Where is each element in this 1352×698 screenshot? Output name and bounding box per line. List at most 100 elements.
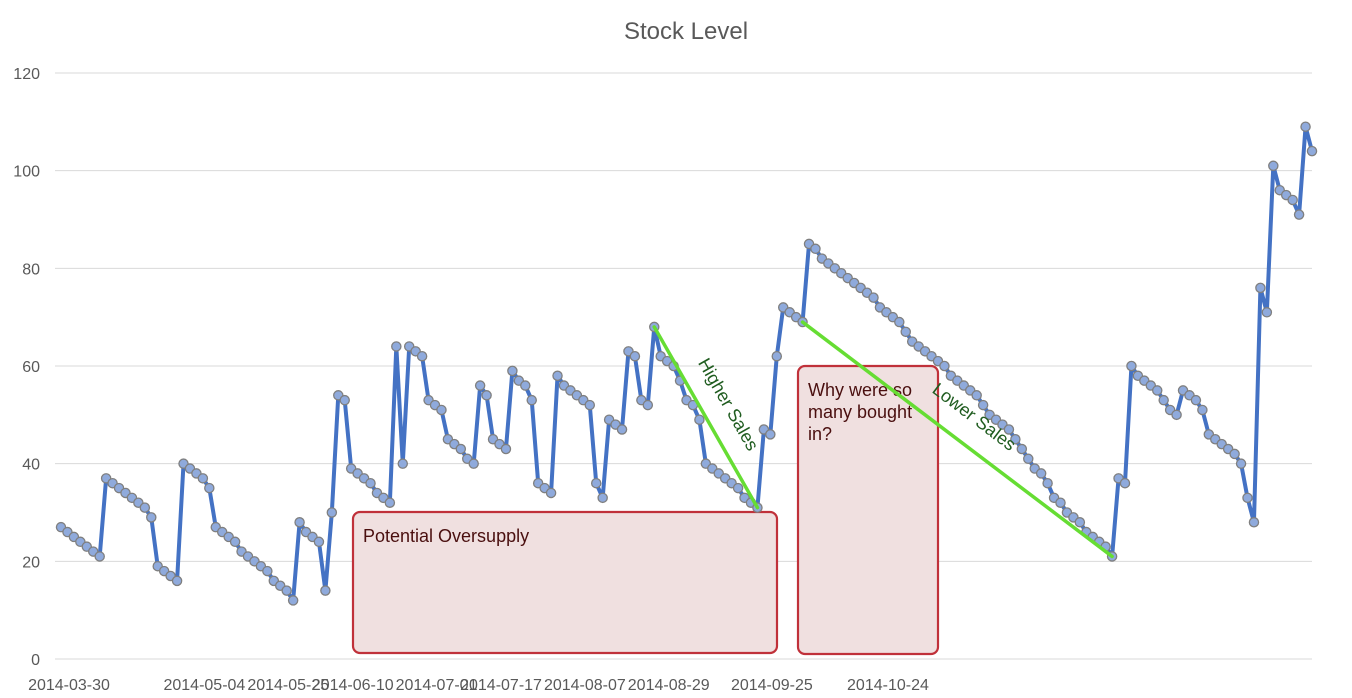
data-point [391, 341, 402, 352]
data-point [1261, 307, 1273, 318]
data-point [507, 365, 518, 377]
x-tick-label: 2014-10-24 [847, 677, 929, 694]
data-point [229, 536, 241, 548]
data-point [1023, 453, 1034, 465]
trendline-segment [800, 320, 1114, 559]
data-point [616, 424, 628, 435]
data-point [204, 482, 215, 494]
data-point [474, 380, 486, 391]
data-point [765, 429, 776, 440]
data-point [1010, 433, 1021, 445]
data-point [1055, 497, 1066, 508]
data-point [1287, 194, 1298, 206]
data-point [1242, 492, 1253, 504]
data-point [1158, 394, 1169, 406]
data-point [262, 565, 273, 577]
data-point [197, 473, 209, 484]
data-point [1229, 448, 1240, 460]
data-point [900, 326, 911, 338]
trendline-label: Higher Sales [694, 355, 762, 454]
x-tick-label: 2014-05-04 [163, 677, 245, 694]
data-point [597, 492, 608, 504]
y-tick-label: 0 [31, 652, 40, 669]
data-point [171, 575, 183, 587]
y-tick-label: 100 [13, 164, 40, 181]
data-point [1248, 517, 1260, 528]
data-point [1042, 477, 1053, 489]
data-point [694, 414, 705, 425]
potential-oversupply-box-rect [351, 510, 779, 655]
data-point [868, 292, 879, 303]
data-point [590, 477, 602, 489]
data-point [481, 390, 492, 401]
data-point [416, 350, 428, 362]
chart-title: Stock Level [624, 18, 748, 45]
data-point [455, 443, 467, 455]
data-point [1171, 409, 1182, 421]
data-point [584, 399, 596, 411]
data-point [1119, 477, 1131, 489]
data-point [339, 394, 350, 406]
y-axis-tick-labels: 0 20 40 60 80 100 120 [13, 66, 40, 669]
data-point [642, 399, 654, 411]
x-tick-label: 2014-07-17 [460, 677, 542, 694]
data-point [629, 350, 641, 362]
data-point [397, 458, 409, 469]
data-point [1235, 458, 1247, 469]
data-point [320, 585, 331, 596]
series-stock-level [55, 121, 1318, 606]
x-tick-label: 2014-08-29 [628, 677, 710, 694]
data-point [287, 595, 299, 606]
trendline-segment [652, 325, 760, 510]
data-point [1255, 282, 1266, 294]
gridlines [55, 72, 1312, 660]
y-tick-label: 60 [22, 359, 40, 376]
data-point [139, 502, 151, 513]
y-tick-label: 120 [13, 66, 40, 83]
data-point [520, 380, 531, 391]
data-point [1126, 360, 1137, 372]
data-point [977, 399, 989, 411]
x-axis-tick-labels: 2014-03-30 2014-05-04 2014-05-252014-06-10… [28, 677, 929, 694]
data-point [552, 370, 563, 382]
potential-oversupply-box: Potential Oversupply [351, 510, 779, 655]
data-point [526, 394, 537, 406]
data-point [545, 487, 557, 499]
y-tick-label: 20 [22, 554, 40, 571]
data-point [326, 507, 338, 518]
y-tick-label: 40 [22, 457, 40, 474]
data-point [771, 350, 783, 362]
data-point [281, 585, 292, 596]
why-bought-in-box-rect [796, 364, 940, 656]
data-point [500, 443, 512, 455]
data-point [1268, 160, 1279, 172]
data-point [810, 243, 821, 255]
annotation-text: in? [808, 424, 832, 444]
data-point [894, 316, 905, 328]
annotation-text: Why were so [808, 380, 912, 400]
data-point [1003, 424, 1015, 435]
data-point [732, 482, 744, 494]
x-tick-label: 2014-07-01 [396, 677, 478, 694]
data-point [1306, 145, 1318, 157]
data-point [1074, 517, 1086, 528]
y-tick-label: 80 [22, 261, 40, 278]
x-tick-label: 2014-08-07 [544, 677, 626, 694]
annotation-text: Potential Oversupply [363, 526, 529, 546]
x-tick-label: 2014-09-25 [731, 677, 813, 694]
data-point [1197, 404, 1208, 416]
data-point [1016, 443, 1028, 455]
data-point [146, 512, 157, 523]
data-point [939, 360, 950, 372]
data-point [1035, 468, 1047, 479]
x-tick-label: 2014-03-30 [28, 677, 110, 694]
annotation-text: many bought [808, 402, 912, 422]
data-point [365, 477, 376, 489]
data-point [384, 497, 396, 508]
trendline-0: Higher Sales [652, 325, 763, 510]
data-point [468, 458, 479, 469]
data-point [1151, 385, 1163, 396]
